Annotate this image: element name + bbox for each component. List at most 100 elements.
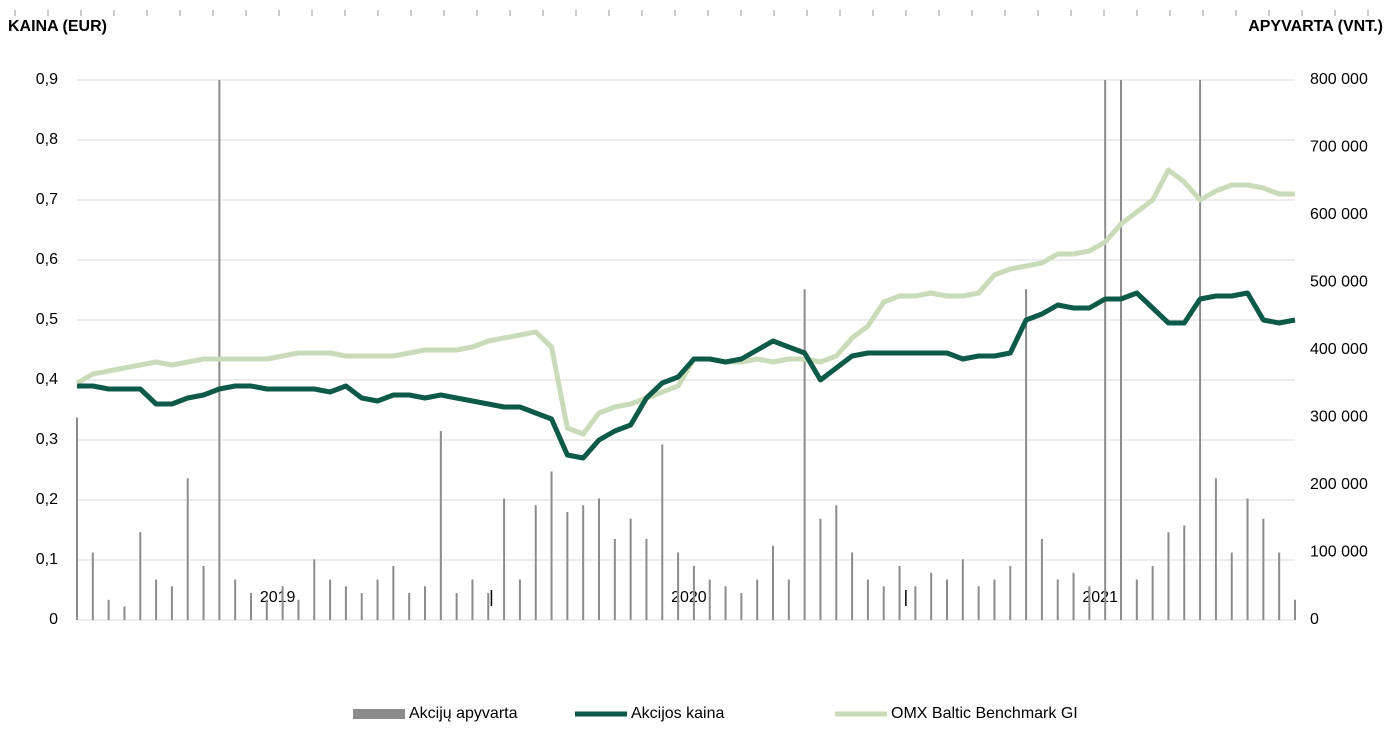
volume-bar	[1025, 289, 1028, 620]
volume-bar	[424, 586, 426, 620]
volume-bar	[550, 471, 553, 620]
y2-tick-label: 100 000	[1310, 544, 1368, 561]
x-tick-label: 2021	[1082, 589, 1118, 606]
volume-bar	[661, 444, 664, 620]
volume-bar	[202, 566, 205, 620]
price-line	[77, 290, 1296, 461]
volume-bar	[1009, 566, 1012, 620]
y2-axis-title: APYVARTA (VNT.)	[1248, 18, 1383, 35]
volume-bar	[930, 572, 933, 620]
volume-bar	[439, 431, 442, 620]
legend-swatch	[353, 709, 405, 719]
volume-bar	[803, 289, 806, 620]
volume-bar	[977, 586, 980, 620]
y-tick-label: 0,4	[36, 371, 58, 388]
y-tick-label: 0,7	[36, 191, 58, 208]
volume-bar	[1199, 80, 1202, 620]
volume-bar	[344, 586, 347, 620]
y-tick-label: 0,9	[36, 71, 58, 88]
volume-bar	[1040, 539, 1043, 620]
volume-bar	[376, 579, 379, 620]
volume-bar	[139, 532, 142, 620]
volume-bar	[281, 586, 284, 620]
volume-bar	[1183, 525, 1186, 620]
volume-bar	[1167, 532, 1170, 620]
y2-tick-label: 700 000	[1310, 139, 1368, 156]
y2-tick-label: 200 000	[1310, 476, 1368, 493]
volume-bar	[455, 593, 458, 620]
price-line	[75, 167, 1295, 437]
volume-bar	[677, 552, 680, 620]
y-tick-label: 0,8	[36, 131, 58, 148]
volume-bar	[1120, 80, 1122, 620]
volume-bar	[613, 539, 616, 620]
volume-bar	[250, 593, 252, 620]
volume-bar	[835, 505, 838, 620]
y2-tick-label: 600 000	[1310, 206, 1368, 223]
volume-bar	[297, 599, 300, 620]
volume-bar	[582, 505, 585, 620]
volume-bar	[772, 545, 774, 620]
volume-bar	[91, 552, 94, 620]
plot-area	[75, 80, 1296, 620]
volume-bar	[756, 579, 759, 620]
volume-bar	[155, 579, 158, 620]
volume-bar	[392, 566, 395, 620]
volume-bar	[234, 579, 237, 620]
y2-tick-label: 400 000	[1310, 341, 1368, 358]
volume-bar	[265, 599, 268, 620]
volume-bar	[76, 417, 78, 620]
y-tick-label: 0,6	[36, 251, 58, 268]
y-tick-label: 0,2	[36, 491, 58, 508]
volume-bar	[534, 505, 537, 620]
volume-bar	[1072, 572, 1075, 620]
volume-bar	[360, 593, 363, 620]
y2-tick-label: 300 000	[1310, 409, 1368, 426]
volume-bar	[898, 566, 901, 620]
volume-bar	[787, 579, 790, 620]
volume-bar	[170, 586, 173, 620]
volume-bar	[408, 593, 411, 620]
volume-bar	[724, 586, 727, 620]
legend-label: Akcijos kaina	[631, 705, 724, 722]
volume-bar	[487, 593, 490, 620]
volume-bar	[1088, 586, 1091, 620]
volume-bar	[1135, 579, 1138, 620]
volume-bar	[851, 552, 854, 620]
legend-label: Akcijų apyvarta	[409, 705, 518, 722]
volume-bar	[313, 559, 316, 620]
volume-bar	[218, 80, 221, 620]
volume-bar	[1104, 80, 1107, 620]
volume-bar	[1278, 552, 1281, 620]
volume-bar	[107, 599, 110, 620]
volume-bar	[740, 593, 743, 620]
volume-bar	[471, 579, 474, 620]
volume-bar	[1246, 498, 1249, 620]
volume-bar	[645, 539, 648, 620]
x-tick-label: 2020	[671, 589, 707, 606]
volume-bar	[708, 579, 711, 620]
volume-bar	[946, 579, 948, 620]
volume-bar	[518, 579, 521, 620]
volume-bar	[993, 579, 996, 620]
y-tick-label: 0,1	[36, 551, 58, 568]
volume-bar	[866, 579, 869, 620]
volume-bar	[1262, 518, 1265, 620]
volume-bar	[598, 498, 600, 620]
volume-bar	[1056, 579, 1059, 620]
y-tick-label: 0,5	[36, 311, 58, 328]
y2-tick-label: 800 000	[1310, 71, 1368, 88]
volume-bar	[329, 579, 332, 620]
volume-bar	[1214, 478, 1217, 620]
volume-bar	[692, 566, 695, 620]
volume-bar	[566, 512, 569, 620]
volume-bar	[961, 559, 964, 620]
volume-bar	[1230, 552, 1233, 620]
y-axis-title: KAINA (EUR)	[8, 18, 107, 35]
legend-label: OMX Baltic Benchmark GI	[891, 705, 1078, 722]
x-tick-label: 2019	[260, 589, 296, 606]
volume-bar	[914, 586, 917, 620]
top-ticks	[14, 10, 1369, 16]
volume-bar	[882, 586, 885, 620]
